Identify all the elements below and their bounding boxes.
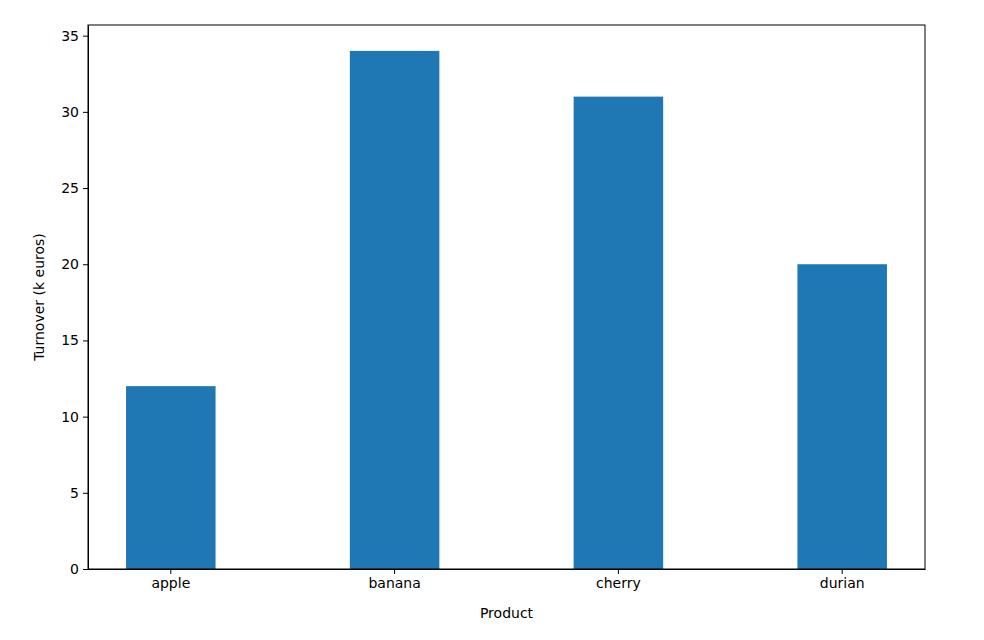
x-tick: banana — [368, 569, 420, 591]
x-axis: apple banana cherry durian — [89, 569, 926, 591]
x-tick-label: durian — [820, 575, 865, 591]
bar — [350, 51, 440, 569]
y-axis-title: Turnover (k euros) — [31, 233, 47, 362]
y-tick-label: 20 — [61, 256, 79, 272]
x-tick-mark — [842, 569, 843, 574]
y-axis: 0 5 10 15 20 25 30 35 — [61, 26, 88, 577]
y-tick: 10 — [61, 409, 88, 425]
y-tick-mark — [83, 417, 88, 418]
plot: 0 5 10 15 20 25 30 35 apple banana cherry durian — [61, 25, 925, 591]
x-tick-mark — [170, 569, 171, 574]
frame — [88, 25, 925, 569]
y-tick: 25 — [61, 180, 88, 196]
x-tick: cherry — [596, 569, 641, 591]
y-tick-mark — [83, 493, 88, 494]
x-tick: apple — [151, 569, 190, 591]
y-tick-mark — [83, 188, 88, 189]
chart: 0 5 10 15 20 25 30 35 apple banana cherry durian Pro… — [0, 0, 984, 640]
y-tick: 5 — [70, 485, 88, 501]
x-axis-title: Product — [480, 605, 534, 621]
y-tick-label: 10 — [61, 409, 79, 425]
y-tick-mark — [83, 569, 88, 570]
x-tick: durian — [820, 569, 865, 591]
bar — [797, 264, 887, 569]
y-tick-mark — [83, 264, 88, 265]
y-tick: 15 — [61, 332, 88, 348]
y-tick: 35 — [61, 28, 88, 44]
y-tick-label: 25 — [61, 180, 79, 196]
x-tick-mark — [394, 569, 395, 574]
y-tick: 0 — [70, 561, 88, 577]
y-tick-label: 5 — [70, 485, 79, 501]
y-tick-mark — [83, 36, 88, 37]
y-tick: 30 — [61, 104, 88, 120]
bar — [574, 97, 664, 569]
x-tick-mark — [618, 569, 619, 574]
y-tick-mark — [83, 112, 88, 113]
y-tick-label: 15 — [61, 332, 79, 348]
y-tick-label: 30 — [61, 104, 79, 120]
x-tick-label: apple — [151, 575, 190, 591]
y-tick-label: 35 — [61, 28, 79, 44]
y-tick: 20 — [61, 256, 88, 272]
x-tick-label: cherry — [596, 575, 641, 591]
bar — [126, 386, 216, 569]
y-tick-label: 0 — [70, 561, 79, 577]
x-tick-label: banana — [368, 575, 420, 591]
y-tick-mark — [83, 340, 88, 341]
bars — [126, 51, 887, 569]
